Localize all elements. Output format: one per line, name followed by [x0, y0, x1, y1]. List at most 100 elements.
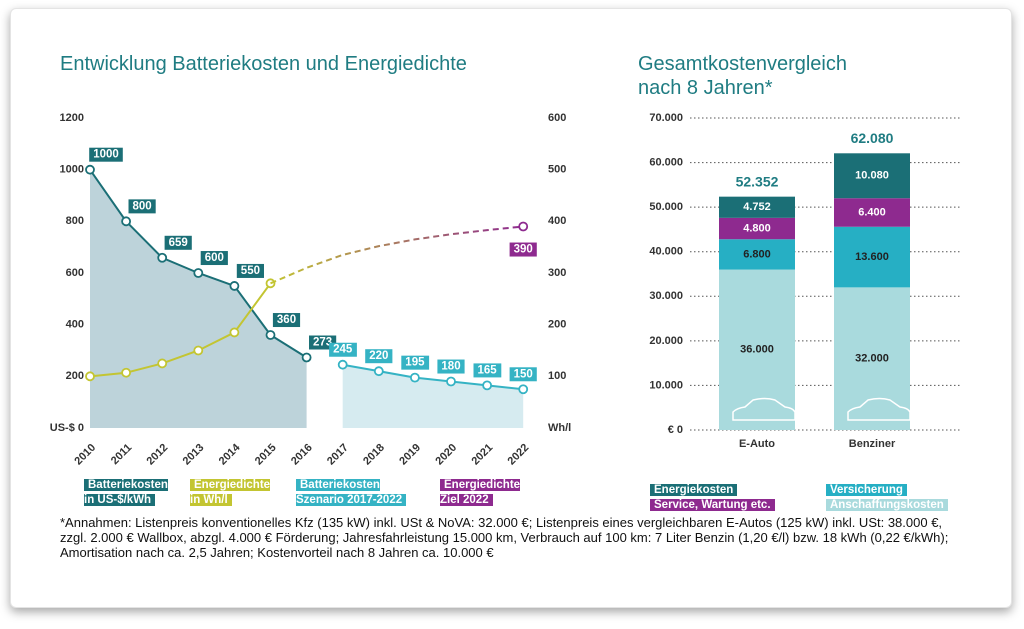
y2-tick-label: 400: [548, 215, 566, 227]
x-tick-label: 2013: [181, 442, 207, 468]
line: [89, 282, 272, 378]
label-box: [401, 355, 430, 370]
total-label: 62.080: [851, 130, 894, 146]
label-box: [89, 147, 123, 162]
value-label: 659: [164, 235, 192, 250]
x-tick-label: 2011: [109, 442, 134, 467]
label-box: [128, 199, 156, 214]
label-box: [509, 242, 537, 257]
label-box: [365, 349, 393, 364]
label-box: [164, 235, 192, 250]
x-tick-label: 2012: [145, 442, 171, 468]
data-label: 1000: [93, 149, 119, 161]
value-label: 220: [365, 349, 393, 364]
area: [90, 169, 307, 428]
data-label: 4.752: [743, 201, 771, 213]
y2-tick-label: 500: [548, 164, 566, 176]
y-tick-label: 30.000: [649, 290, 683, 302]
legend-label: Versicherung: [826, 484, 907, 496]
label-box: [329, 342, 357, 357]
x-tick-label: 2014: [217, 441, 243, 467]
x-tick-label: E-Auto: [739, 438, 775, 450]
data-label: 360: [277, 314, 296, 326]
data-label: 659: [169, 237, 188, 249]
x-tick-label: 2017: [325, 442, 351, 468]
point: [373, 366, 384, 377]
data-label: 800: [133, 200, 152, 212]
point: [157, 358, 168, 369]
point: [337, 359, 348, 370]
y-tick-label: 60.000: [649, 156, 683, 168]
y2-tick-label: 300: [548, 267, 566, 279]
line: [270, 225, 524, 285]
y-tick-label: 200: [66, 370, 84, 382]
x-tick-label: 2021: [469, 442, 495, 468]
legend-label: Service, Wartung etc.: [650, 499, 775, 511]
data-label: 195: [405, 357, 425, 369]
value-label: 390: [509, 242, 537, 257]
data-label: 13.600: [855, 251, 889, 263]
y-tick-label: US-$ 0: [50, 422, 84, 434]
data-label: 4.800: [743, 222, 771, 234]
data-label: 550: [241, 265, 260, 277]
point: [518, 221, 529, 232]
legend-item: Batteriekosten Szenario 2017-2022: [296, 478, 407, 508]
x-tick-label: 2016: [289, 442, 315, 468]
value-label: 180: [437, 359, 465, 374]
point: [85, 371, 95, 382]
value-label: 150: [509, 367, 537, 382]
y-tick-label: € 0: [668, 424, 683, 436]
x-tick-label: 2020: [433, 442, 459, 468]
point: [301, 352, 312, 363]
data-label: 600: [205, 252, 224, 264]
legend-label: Batteriekosten in US-$/kWh: [84, 479, 168, 506]
y-tick-label: 20.000: [649, 335, 683, 347]
legend-item: Energiedichte in Wh/l: [190, 478, 271, 508]
y2-tick-label: 200: [548, 319, 566, 331]
legend-item: Energiedichte Ziel 2022: [440, 478, 521, 508]
data-label: 180: [441, 361, 460, 373]
point: [85, 164, 95, 175]
label-box: [437, 359, 465, 374]
data-label: 273: [313, 337, 332, 349]
x-tick-label: 2019: [397, 442, 423, 468]
point: [229, 327, 240, 338]
area: [342, 364, 524, 428]
legend-item: Anschaffungskosten: [826, 498, 948, 513]
data-label: 6.400: [858, 206, 886, 218]
legend-item: Service, Wartung etc.: [650, 498, 775, 513]
legend-label: Energiedichte Ziel 2022: [440, 479, 521, 506]
value-label: 550: [236, 263, 264, 278]
point: [193, 268, 204, 278]
x-tick-label: 2018: [361, 442, 387, 468]
point: [409, 372, 420, 383]
data-label: 150: [514, 368, 533, 380]
bar-segment: [719, 239, 795, 270]
y-tick-label: 800: [66, 215, 84, 227]
data-label: 165: [478, 364, 498, 376]
legend-label: Batteriekosten Szenario 2017-2022: [296, 479, 407, 506]
line: [342, 363, 524, 391]
point: [193, 345, 204, 356]
y-tick-label: 1000: [60, 164, 84, 176]
data-label: 32.000: [855, 353, 889, 365]
x-tick-label: 2015: [253, 442, 279, 468]
bar-segment: [834, 198, 910, 227]
value-label: 360: [272, 313, 301, 328]
bar-segment: [834, 226, 910, 288]
point: [121, 216, 131, 227]
point: [157, 252, 168, 263]
point: [518, 384, 529, 395]
bar-segment: [834, 287, 910, 430]
label-box: [272, 313, 301, 328]
y2-tick-label: 100: [548, 370, 566, 382]
value-label: 800: [128, 199, 156, 214]
data-label: 36.000: [740, 344, 774, 356]
legend-label: Energiedichte in Wh/l: [190, 479, 271, 506]
value-label: 600: [200, 251, 228, 266]
y2-tick-label: Wh/l: [548, 422, 571, 434]
value-label: 245: [329, 342, 357, 357]
car-icon: [732, 397, 796, 421]
